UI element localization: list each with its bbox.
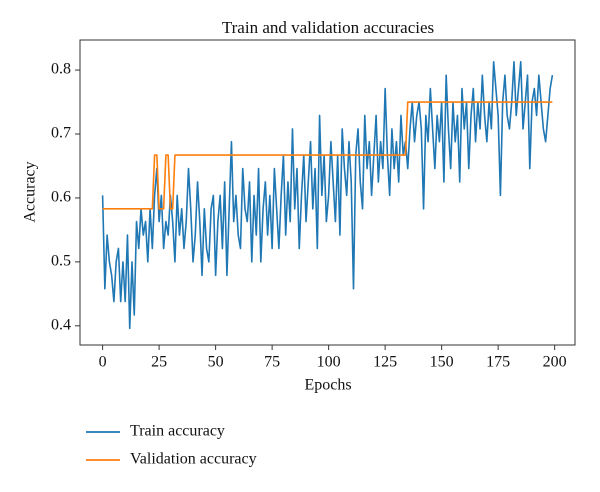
x-tick-label: 75 [264,354,280,371]
x-tick-label: 125 [373,354,397,371]
x-tick-label: 200 [543,354,567,371]
y-tick-label: 0.6 [51,189,71,206]
y-tick-label: 0.8 [51,61,71,78]
series-line [102,101,553,210]
x-tick-label: 0 [99,354,107,371]
plot-frame [79,39,576,346]
series-line [101,60,554,330]
x-tick-label: 100 [317,354,341,371]
y-tick-label: 0.4 [51,316,71,333]
chart-title: Train and validation accuracies [222,18,434,37]
x-tick-label: 50 [208,354,224,371]
x-axis-label: Epochs [304,377,351,394]
y-tick-label: 0.5 [51,253,71,270]
x-tick-label: 175 [486,354,510,371]
y-tick-label: 0.7 [51,125,71,142]
x-tick-label: 25 [151,354,167,371]
legend-label: Train accuracy [130,423,225,440]
y-axis-label: Accuracy [22,161,39,222]
x-tick-label: 150 [430,354,454,371]
legend-label: Validation accuracy [130,451,257,468]
